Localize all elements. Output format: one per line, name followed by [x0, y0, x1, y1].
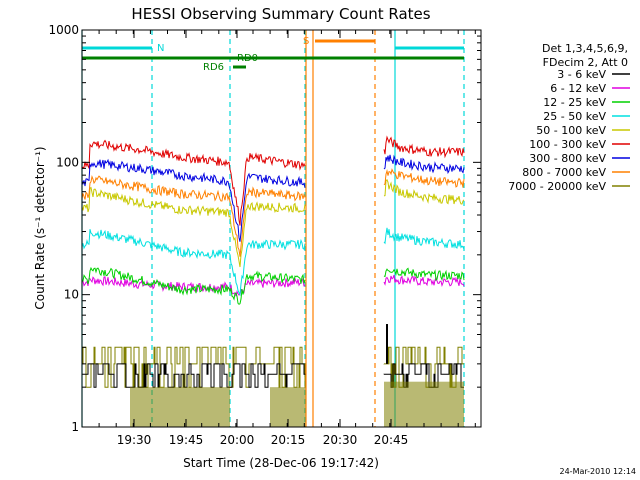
legend: Det 1,3,4,5,6,9,FDecim 2, Att 03 - 6 keV… [508, 42, 630, 193]
series-line-8-a [81, 346, 306, 388]
series-line-4-a [81, 186, 306, 268]
x-tick-label-5: 20:45 [374, 433, 409, 447]
series-line-1-b [383, 274, 465, 288]
annotation-n: N [157, 43, 164, 54]
axes: 1 10 100 1000 19:30 19:45 20:00 20:15 20:30 20:45 [48, 23, 482, 447]
x-tick-label-2: 20:00 [220, 433, 255, 447]
series-line-0-b [383, 363, 464, 388]
series-line-3-a [81, 229, 306, 297]
legend-label-0: 3 - 6 keV [557, 68, 606, 81]
legend-label-1: 6 - 12 keV [550, 82, 606, 95]
annotation-s: S [303, 36, 309, 47]
series-line-3-b [383, 227, 465, 250]
series-line-5-a [81, 139, 306, 226]
low-count-fill-0 [130, 387, 230, 427]
y-tick-label-3: 1000 [48, 23, 79, 37]
legend-label-4: 50 - 100 keV [536, 124, 606, 137]
series-line-4-b [383, 178, 465, 205]
legend-label-2: 12 - 25 keV [543, 96, 606, 109]
series-line-7-b [383, 168, 465, 188]
plot-frame [81, 29, 482, 428]
y-tick-label-0: 1 [71, 420, 79, 434]
low-count-fill-2 [384, 381, 464, 427]
legend-label-8: 7000 - 20000 keV [508, 180, 606, 193]
series-line-6-b [383, 154, 465, 175]
y-axis-label: Count Rate (s⁻¹ detector⁻¹) [33, 146, 47, 309]
series-line-0-a [81, 363, 306, 388]
plot-area: N S RD0 RD6 [81, 30, 465, 427]
x-tick-label-3: 20:15 [271, 433, 306, 447]
legend-header-0: Det 1,3,4,5,6,9, [542, 42, 628, 55]
y-tick-label-2: 100 [56, 155, 79, 169]
series-line-7-a [81, 174, 306, 257]
annotation-rd0: RD0 [237, 53, 258, 64]
x-tick-label-1: 19:45 [169, 433, 204, 447]
legend-label-6: 300 - 800 keV [529, 152, 606, 165]
series-line-2-a [82, 266, 306, 305]
series-line-6-a [81, 158, 306, 242]
chart-title: HESSI Observing Summary Count Rates [131, 5, 430, 23]
legend-label-5: 100 - 300 keV [529, 138, 606, 151]
x-tick-label-0: 19:30 [117, 433, 152, 447]
x-axis-label: Start Time (28-Dec-06 19:17:42) [183, 456, 379, 470]
footer-date: 24-Mar-2010 12:14 [560, 467, 637, 476]
series-line-2-b [383, 267, 465, 282]
y-tick-label-1: 10 [64, 288, 79, 302]
series-line-1-a [81, 276, 306, 297]
annotation-rd6: RD6 [203, 62, 224, 73]
legend-label-7: 800 - 7000 keV [522, 166, 606, 179]
legend-header-1: FDecim 2, Att 0 [543, 56, 628, 69]
series-line-5-b [383, 135, 465, 159]
x-tick-label-4: 20:30 [323, 433, 358, 447]
legend-label-3: 25 - 50 keV [543, 110, 606, 123]
